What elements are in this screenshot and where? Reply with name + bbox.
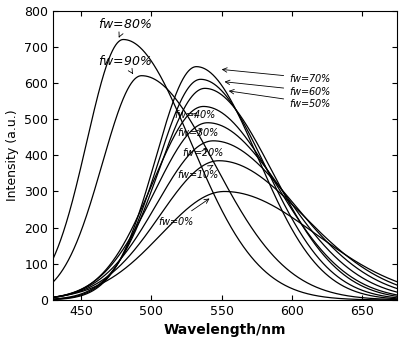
Text: $fw$=20%: $fw$=20%: [182, 146, 225, 158]
Text: $fw$=30%: $fw$=30%: [177, 127, 219, 139]
Text: $fw$=10%: $fw$=10%: [177, 165, 219, 180]
Text: $fw$=60%: $fw$=60%: [225, 80, 332, 97]
Text: $fw$=0%: $fw$=0%: [158, 199, 209, 227]
Text: $fw$=80%: $fw$=80%: [98, 17, 152, 37]
Text: $fw$=70%: $fw$=70%: [222, 68, 332, 84]
Text: $fw$=50%: $fw$=50%: [230, 90, 332, 109]
Text: $fw$=40%: $fw$=40%: [174, 108, 216, 120]
X-axis label: Wavelength/nm: Wavelength/nm: [164, 323, 287, 338]
Y-axis label: Intensity (a.u.): Intensity (a.u.): [6, 109, 19, 201]
Text: $fw$=90%: $fw$=90%: [98, 54, 152, 73]
